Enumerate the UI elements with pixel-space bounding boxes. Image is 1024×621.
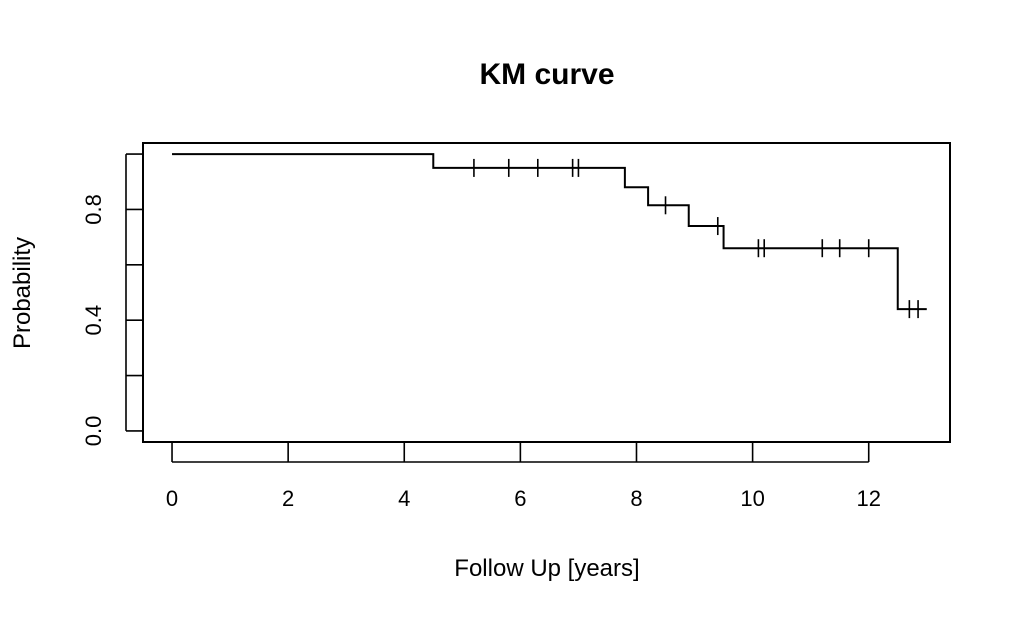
x-tick-label: 6 (514, 486, 526, 511)
x-tick-label: 10 (740, 486, 764, 511)
km-series (172, 153, 927, 319)
y-tick-label: 0.0 (81, 416, 106, 447)
y-axis-label: Probability (9, 237, 36, 349)
plot-frame (142, 142, 951, 443)
y-tick-label: 0.8 (81, 194, 106, 225)
chart-title: KM curve (479, 58, 614, 91)
y-tick-label: 0.4 (81, 305, 106, 336)
x-tick-label: 0 (166, 486, 178, 511)
x-tick-label: 8 (630, 486, 642, 511)
y-axis: 0.0 0.4 0.8 (81, 153, 143, 447)
km-step-line (172, 153, 927, 311)
x-tick-label: 4 (398, 486, 410, 511)
x-axis-label: Follow Up [years] (454, 555, 639, 582)
x-axis: 0 2 4 6 8 10 12 (166, 442, 881, 511)
x-tick-label: 12 (856, 486, 880, 511)
x-tick-label: 2 (282, 486, 294, 511)
